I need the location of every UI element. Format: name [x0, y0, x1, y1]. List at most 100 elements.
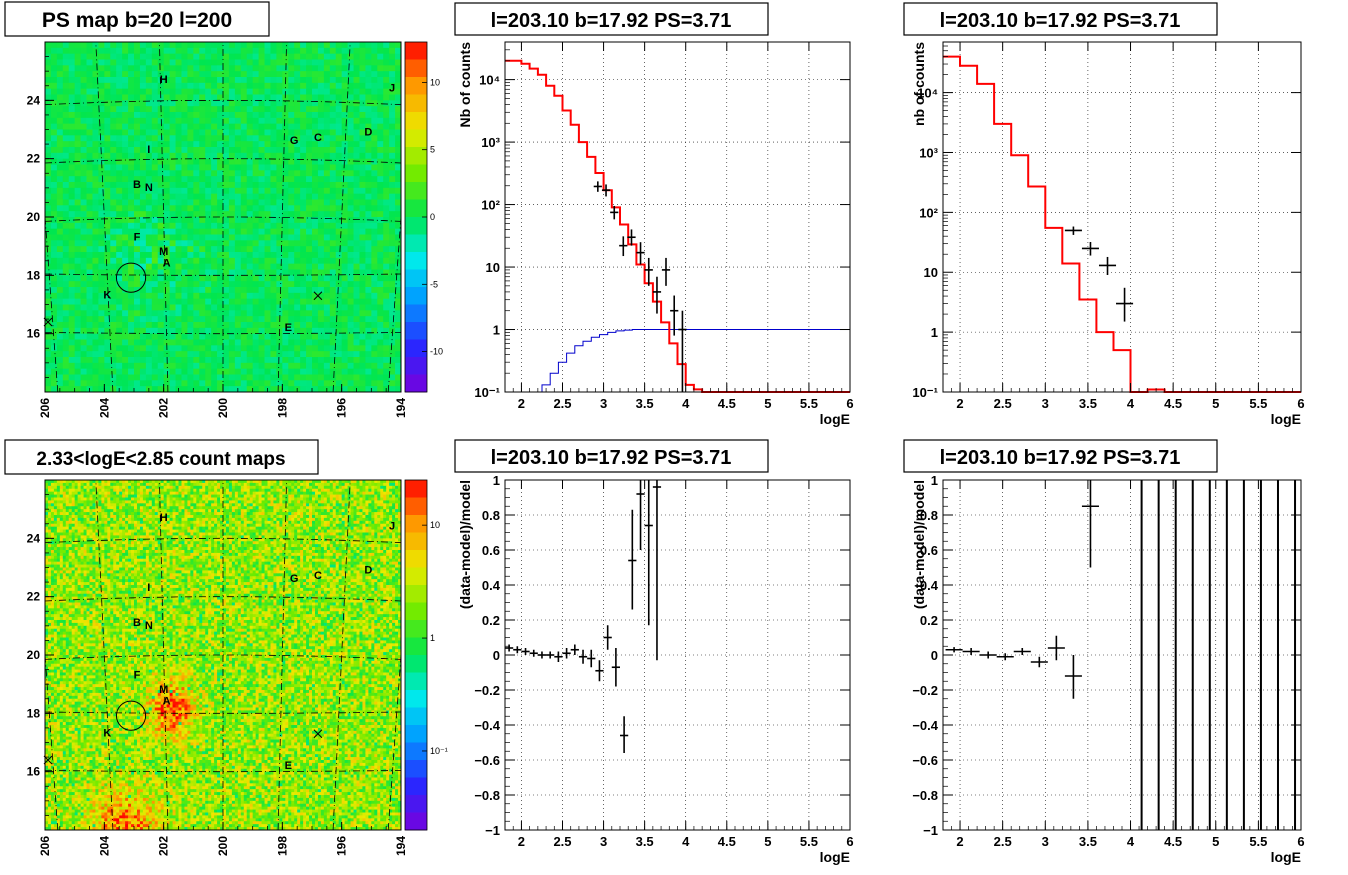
palette-step [405, 199, 427, 218]
source-label: H [160, 512, 168, 524]
source-label: M [159, 246, 168, 258]
data-point [546, 651, 555, 659]
x-axis-title: logE [1271, 411, 1301, 427]
map-x-tick-label: 206 [38, 836, 52, 856]
data-point [513, 646, 522, 654]
map-x-tick-label: 200 [216, 398, 230, 418]
y-tick-label: −0.2 [474, 683, 500, 698]
palette-tick-label: 1 [430, 633, 435, 643]
x-tick-label: 4.5 [1164, 834, 1182, 849]
x-tick-label: 4.5 [1164, 396, 1182, 411]
data-point [628, 509, 637, 610]
cross-marker [313, 291, 323, 301]
map-x-tick-label: 198 [275, 398, 289, 418]
grid-meridian [387, 649, 401, 830]
y-tick-label: 0.8 [920, 508, 938, 523]
palette-step [405, 269, 427, 288]
grid-meridian [159, 42, 169, 392]
palette-step [405, 707, 427, 726]
x-tick-label: 2 [956, 396, 963, 411]
map-x-tick-label: 194 [394, 836, 408, 856]
palette-step [405, 129, 427, 148]
palette-step [405, 725, 427, 743]
grid-parallel [45, 596, 401, 602]
x-tick-label: 2.5 [994, 396, 1012, 411]
y-tick-label: −0.6 [912, 753, 938, 768]
palette-step [405, 59, 427, 78]
spectrum-right-title: l=203.10 b=17.92 PS=3.71 [940, 10, 1181, 32]
map-x-tick-label: 202 [157, 836, 171, 856]
y-tick-label: −0.4 [912, 718, 938, 733]
source-label: H [160, 74, 168, 86]
count-map-source-overlay: H J D C G I B N F MA K E [43, 512, 395, 772]
data-point [620, 716, 629, 753]
data-point [1047, 635, 1065, 661]
y-tick-label: 0.4 [920, 578, 939, 593]
palette-step [405, 182, 427, 200]
data-point [1064, 655, 1082, 699]
grid-parallel [45, 711, 401, 714]
x-tick-label: 5.5 [800, 834, 818, 849]
source-label: N [145, 182, 153, 194]
x-tick-label: 5 [1212, 396, 1219, 411]
x-tick-label: 3.5 [1079, 834, 1097, 849]
map-x-tick-label: 204 [97, 836, 111, 856]
palette-step [405, 637, 427, 656]
x-tick-label: 4.5 [718, 396, 736, 411]
palette-tick-label: 10 [430, 77, 440, 87]
x-axis-title: logE [820, 849, 850, 865]
source-label: B [133, 617, 141, 629]
y-tick-label: −0.2 [912, 683, 938, 698]
palette-step [405, 777, 427, 796]
data-point [1064, 226, 1082, 235]
palette-tick-label: 10⁻¹ [430, 746, 448, 756]
data-point [529, 649, 538, 657]
source-label: N [145, 620, 153, 632]
x-tick-label: 6 [1297, 834, 1304, 849]
spectrum-mid-panel: 2 2.5 3 3.5 4 4.5 5 5.5 6 10⁻¹ 1 10 10² 10³ 10⁴ logE Nb … [457, 41, 854, 427]
map-y-tick-label: 24 [27, 531, 41, 545]
palette-frame [404, 479, 428, 831]
y-tick-label: 0 [493, 648, 500, 663]
palette-tick-label: 10 [430, 520, 440, 530]
data-point [619, 236, 628, 257]
y-tick-label: 1 [931, 473, 938, 488]
spectrum-mid-title: l=203.10 b=17.92 PS=3.71 [491, 10, 732, 32]
palette-step [405, 760, 427, 778]
y-tick-label: −1 [485, 823, 500, 838]
x-tick-label: 3 [600, 834, 607, 849]
source-label: J [389, 83, 395, 95]
ps-map-title: PS map b=20 l=200 [42, 9, 232, 32]
y-axis-title: Nb of counts [457, 42, 473, 128]
y-tick-label: −0.8 [912, 788, 938, 803]
map-y-tick-label: 18 [27, 706, 41, 720]
count-map-axis-ticks: 206 204 202 200 198 196 194 16 18 20 22 24 [27, 479, 408, 856]
data-point [611, 648, 620, 687]
data-point [505, 644, 514, 652]
y-tick-label: 10³ [919, 145, 938, 160]
palette-step [405, 480, 427, 498]
map-y-tick-label: 22 [27, 152, 41, 166]
grid-parallel [45, 770, 401, 773]
palette-step [405, 287, 427, 305]
x-axis-title: logE [820, 411, 850, 427]
x-tick-label: 3.5 [636, 396, 654, 411]
data-point [610, 205, 619, 220]
data-point [570, 644, 579, 655]
data-point [1030, 656, 1048, 668]
residual-mid-title-box [454, 439, 769, 473]
y-tick-label: 1 [931, 325, 938, 340]
candidate-circle [115, 262, 147, 293]
palette-step [405, 515, 427, 533]
x-tick-label: 5 [764, 396, 771, 411]
x-tick-label: 2.5 [553, 834, 571, 849]
map-y-tick-label: 16 [27, 765, 41, 779]
count-map-color-palette: 10 1 10⁻¹ [404, 479, 448, 831]
x-tick-label: 4 [682, 834, 690, 849]
data-point [627, 229, 636, 246]
model-histogram-line [943, 55, 1301, 393]
palette-step [405, 374, 427, 393]
palette-step [405, 742, 427, 761]
